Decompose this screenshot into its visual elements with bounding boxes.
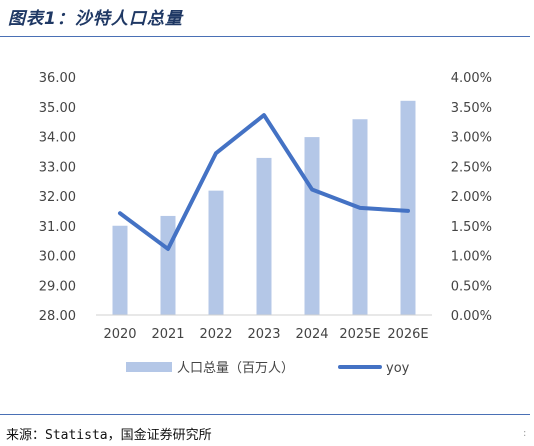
corner-mark: : <box>523 428 527 439</box>
population-bar <box>160 215 176 315</box>
top-divider <box>0 36 530 37</box>
left-axis-tick-label: 33.00 <box>39 160 76 175</box>
x-axis-tick-label: 2023 <box>247 327 280 342</box>
right-axis-tick-label: 0.00% <box>451 309 492 324</box>
right-axis-tick-label: 2.00% <box>451 190 492 205</box>
chart-title: 图表1：沙特人口总量 <box>8 9 183 29</box>
right-axis-tick-label: 3.50% <box>451 101 492 116</box>
left-axis-tick-label: 36.00 <box>39 71 76 86</box>
left-axis-tick-label: 35.00 <box>39 101 76 116</box>
population-bar <box>352 119 368 316</box>
x-axis-tick-label: 2021 <box>151 327 184 342</box>
population-bar <box>256 157 272 315</box>
right-axis-tick-label: 3.00% <box>451 131 492 146</box>
right-axis-tick-label: 2.50% <box>451 160 492 175</box>
chart-area: 28.00 29.00 30.00 31.00 32.00 33.00 34.00 35.00… <box>39 71 492 376</box>
left-axis-tick-label: 29.00 <box>39 279 76 294</box>
bottom-divider <box>0 414 530 415</box>
left-axis-tick-label: 30.00 <box>39 250 76 265</box>
left-axis-tick-label: 34.00 <box>39 131 76 146</box>
left-axis-tick-label: 32.00 <box>39 190 76 205</box>
population-bar <box>208 190 224 315</box>
right-axis-tick-label: 1.00% <box>451 250 492 265</box>
right-axis-tick-label: 0.50% <box>451 279 492 294</box>
x-axis-tick-label: 2025E <box>339 327 380 342</box>
legend-label-population: 人口总量（百万人） <box>177 361 294 376</box>
right-axis-tick-label: 1.50% <box>451 220 492 235</box>
right-axis-tick-label: 4.00% <box>451 71 492 86</box>
x-axis-tick-label: 2024 <box>295 327 328 342</box>
population-bar <box>304 137 320 315</box>
population-bar <box>112 225 128 315</box>
x-axis-tick-label: 2026E <box>387 327 428 342</box>
source-note: 来源：Statista，国金证券研究所 <box>6 428 212 443</box>
x-axis-tick-label: 2020 <box>103 327 136 342</box>
left-axis-tick-label: 31.00 <box>39 220 76 235</box>
x-axis-tick-label: 2022 <box>199 327 232 342</box>
population-bar <box>400 100 416 315</box>
legend-label-yoy: yoy <box>386 361 410 376</box>
legend-swatch-population <box>126 362 172 372</box>
left-axis-tick-label: 28.00 <box>39 309 76 324</box>
